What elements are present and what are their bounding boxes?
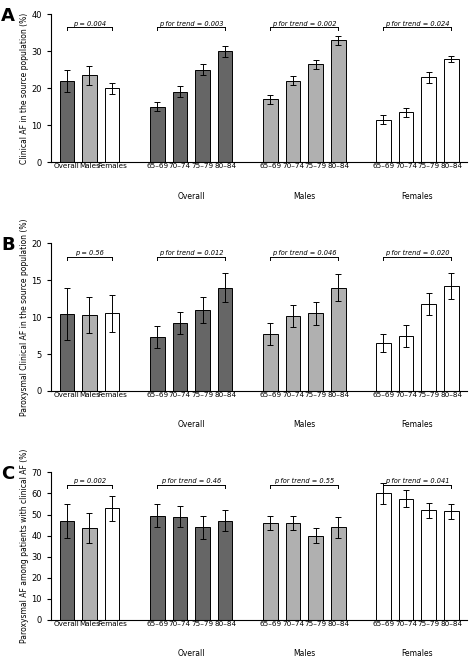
- Bar: [286, 523, 301, 620]
- Bar: [421, 304, 436, 391]
- Bar: [82, 315, 97, 391]
- Bar: [60, 521, 74, 620]
- Bar: [195, 527, 210, 620]
- Text: C: C: [1, 465, 14, 483]
- Text: Males: Males: [293, 649, 315, 659]
- Bar: [444, 286, 458, 391]
- Text: Overall: Overall: [177, 192, 205, 200]
- Text: p for trend = 0.046: p for trend = 0.046: [272, 250, 337, 256]
- Bar: [82, 528, 97, 620]
- Bar: [331, 527, 346, 620]
- Text: Males: Males: [293, 192, 315, 200]
- Bar: [331, 41, 346, 162]
- Bar: [421, 77, 436, 162]
- Text: p for trend = 0.003: p for trend = 0.003: [159, 21, 223, 27]
- Bar: [399, 112, 413, 162]
- Bar: [105, 88, 119, 162]
- Bar: [399, 499, 413, 620]
- Bar: [173, 92, 187, 162]
- Y-axis label: Paroxysmal Clinical AF in the source population (%): Paroxysmal Clinical AF in the source pop…: [20, 218, 29, 416]
- Bar: [150, 337, 164, 391]
- Bar: [263, 523, 278, 620]
- Bar: [263, 334, 278, 391]
- Text: Overall: Overall: [177, 649, 205, 659]
- Bar: [218, 51, 232, 162]
- Bar: [331, 288, 346, 391]
- Bar: [263, 99, 278, 162]
- Bar: [105, 508, 119, 620]
- Text: A: A: [1, 7, 15, 25]
- Bar: [195, 70, 210, 162]
- Bar: [399, 336, 413, 391]
- Text: Overall: Overall: [177, 420, 205, 430]
- Bar: [286, 316, 301, 391]
- Text: Females: Females: [401, 192, 433, 200]
- Text: B: B: [1, 236, 15, 254]
- Bar: [60, 314, 74, 391]
- Text: p for trend = 0.55: p for trend = 0.55: [274, 478, 334, 484]
- Bar: [376, 120, 391, 162]
- Bar: [60, 81, 74, 162]
- Text: p = 0.56: p = 0.56: [75, 250, 104, 256]
- Text: p for trend = 0.020: p for trend = 0.020: [385, 250, 449, 256]
- Bar: [444, 511, 458, 620]
- Bar: [173, 517, 187, 620]
- Bar: [173, 323, 187, 391]
- Y-axis label: Paroxysmal AF among patients with clinical AF (%): Paroxysmal AF among patients with clinic…: [19, 449, 28, 643]
- Text: p for trend = 0.024: p for trend = 0.024: [385, 21, 449, 27]
- Bar: [218, 288, 232, 391]
- Text: Females: Females: [401, 420, 433, 430]
- Bar: [376, 494, 391, 620]
- Bar: [308, 314, 323, 391]
- Bar: [308, 65, 323, 162]
- Bar: [444, 59, 458, 162]
- Text: p for trend = 0.46: p for trend = 0.46: [161, 478, 221, 484]
- Bar: [105, 314, 119, 391]
- Bar: [308, 535, 323, 620]
- Bar: [218, 521, 232, 620]
- Bar: [195, 310, 210, 391]
- Text: p = 0.002: p = 0.002: [73, 478, 106, 484]
- Y-axis label: Clinical AF in the source population (%): Clinical AF in the source population (%): [19, 13, 28, 164]
- Bar: [150, 515, 164, 620]
- Text: Males: Males: [293, 420, 315, 430]
- Text: p = 0.004: p = 0.004: [73, 21, 106, 27]
- Text: p for trend = 0.012: p for trend = 0.012: [159, 250, 223, 256]
- Text: p for trend = 0.041: p for trend = 0.041: [385, 478, 449, 484]
- Text: Females: Females: [401, 649, 433, 659]
- Text: p for trend = 0.002: p for trend = 0.002: [272, 21, 337, 27]
- Bar: [286, 81, 301, 162]
- Bar: [421, 510, 436, 620]
- Bar: [376, 343, 391, 391]
- Bar: [150, 107, 164, 162]
- Bar: [82, 75, 97, 162]
